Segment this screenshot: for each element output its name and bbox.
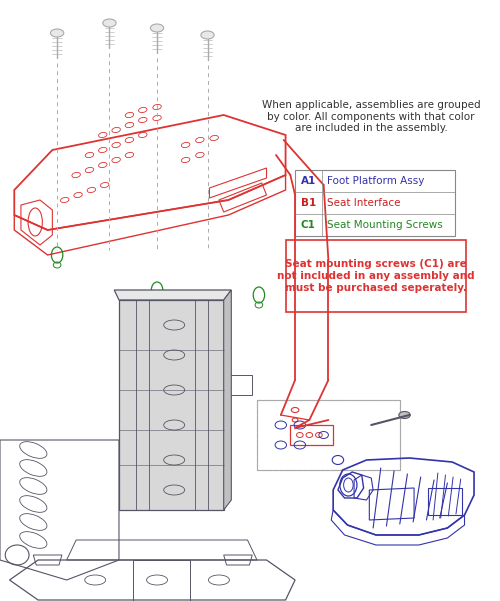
Text: C1: C1 bbox=[301, 220, 316, 230]
Text: B1: B1 bbox=[301, 198, 316, 208]
Text: Foot Platform Assy: Foot Platform Assy bbox=[328, 176, 425, 186]
Polygon shape bbox=[119, 300, 224, 510]
Polygon shape bbox=[114, 290, 232, 300]
Polygon shape bbox=[286, 240, 467, 312]
Polygon shape bbox=[295, 170, 455, 236]
Text: A1: A1 bbox=[301, 176, 316, 186]
Text: Seat mounting screws (C1) are
not included in any assembly and
must be purchased: Seat mounting screws (C1) are not includ… bbox=[277, 260, 475, 293]
Text: Seat Interface: Seat Interface bbox=[328, 198, 401, 208]
Ellipse shape bbox=[399, 412, 410, 418]
Ellipse shape bbox=[50, 29, 64, 37]
Ellipse shape bbox=[150, 24, 164, 32]
Polygon shape bbox=[224, 290, 232, 510]
Ellipse shape bbox=[201, 31, 214, 39]
Text: Seat Mounting Screws: Seat Mounting Screws bbox=[328, 220, 443, 230]
Text: When applicable, assemblies are grouped
by color. All components with that color: When applicable, assemblies are grouped … bbox=[262, 100, 480, 133]
Ellipse shape bbox=[103, 19, 116, 27]
